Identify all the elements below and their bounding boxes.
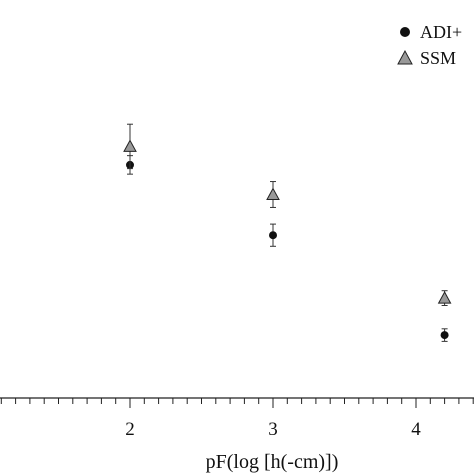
plot-area xyxy=(123,123,452,342)
series-ssm xyxy=(123,123,452,306)
x-axis: 2 3 4 xyxy=(0,397,474,440)
legend-marker-circle xyxy=(400,27,410,37)
legend: ADI+ SSM xyxy=(397,22,462,68)
x-axis-label: pF(log [h(-cm)]) xyxy=(206,451,339,473)
legend-label: SSM xyxy=(420,48,456,68)
x-tick-label: 3 xyxy=(268,419,278,440)
x-tick-label: 2 xyxy=(125,419,135,440)
data-point-circle xyxy=(269,231,277,240)
legend-label: ADI+ xyxy=(420,22,462,42)
x-tick-label: 4 xyxy=(411,419,421,440)
data-point-triangle xyxy=(437,291,452,304)
series-adi xyxy=(126,155,449,342)
data-point-circle xyxy=(440,331,449,340)
legend-marker-triangle xyxy=(397,49,413,65)
data-point-triangle xyxy=(123,139,137,152)
data-point-triangle xyxy=(266,187,280,200)
